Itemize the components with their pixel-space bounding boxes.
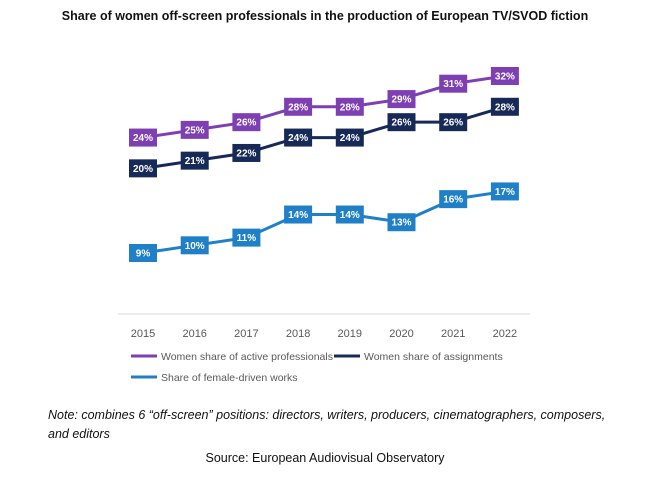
data-label: 24% [288, 133, 308, 144]
data-label: 10% [185, 241, 205, 252]
data-point-marker [129, 244, 157, 262]
data-point-label: 17% [490, 182, 519, 201]
data-label: 17% [495, 187, 515, 198]
x-tick-label: 2022 [493, 328, 517, 340]
data-label: 24% [133, 133, 153, 144]
x-tick-label: 2019 [338, 328, 362, 340]
x-tick-labels: 2015 2016 2017 2018 2019 2020 2021 2022 [131, 328, 517, 340]
data-point-label: 10% [180, 236, 209, 255]
data-point-label: 28% [490, 97, 519, 116]
data-point-marker [284, 97, 313, 116]
data-point-marker [387, 113, 416, 132]
data-point-label: 20% [129, 159, 157, 178]
data-point-label: 9% [129, 244, 157, 262]
legend-item: Women share of assignments [334, 351, 503, 363]
data-label: 25% [185, 125, 205, 136]
legend-label: Share of female-driven works [161, 372, 298, 384]
data-point-marker [335, 128, 364, 147]
data-point-label: 28% [335, 97, 364, 116]
legend: Women share of active professionals Women… [131, 351, 503, 384]
data-point-marker [232, 143, 261, 162]
data-point-label: 13% [387, 213, 416, 232]
data-point-label: 14% [335, 205, 364, 224]
x-tick-label: 2018 [286, 328, 310, 340]
data-point-label: 31% [439, 74, 468, 93]
x-tick-label: 2015 [131, 328, 155, 340]
data-point-marker [439, 74, 468, 93]
data-label: 26% [236, 118, 256, 129]
data-point-marker [180, 236, 209, 255]
data-point-label: 24% [129, 128, 157, 147]
data-point-marker [232, 228, 261, 247]
data-label: 28% [495, 102, 515, 113]
legend-label: Women share of active professionals [161, 351, 333, 363]
data-point-marker [335, 97, 364, 116]
data-point-marker [180, 151, 209, 170]
data-point-label: 26% [439, 113, 468, 132]
chart-title: Share of women off-screen professionals … [61, 9, 589, 23]
data-point-label: 26% [387, 113, 416, 132]
data-label: 28% [288, 102, 308, 113]
data-point-marker [490, 67, 519, 85]
data-point-label: 32% [490, 67, 519, 85]
data-point-marker [129, 128, 157, 147]
data-label: 14% [288, 210, 308, 221]
data-label: 11% [237, 233, 257, 244]
data-point-label: 11% [232, 228, 261, 247]
data-label: 9% [136, 249, 151, 260]
data-point-marker [490, 97, 519, 116]
data-label: 20% [133, 164, 153, 175]
data-label: 14% [340, 210, 360, 221]
x-tick-label: 2017 [234, 328, 258, 340]
data-point-marker [387, 90, 416, 109]
data-label: 26% [391, 118, 411, 129]
data-point-marker [439, 113, 468, 132]
data-point-marker [284, 205, 313, 224]
data-point-marker [284, 128, 313, 147]
data-point-label: 24% [284, 128, 313, 147]
x-tick-label: 2016 [182, 328, 206, 340]
data-label: 24% [340, 133, 360, 144]
data-point-marker [180, 120, 209, 139]
legend-item: Women share of active professionals [131, 351, 333, 363]
data-point-label: 16% [439, 190, 468, 209]
data-label: 31% [443, 79, 463, 90]
data-point-marker [387, 213, 416, 232]
legend-item: Share of female-driven works [131, 372, 298, 384]
data-point-label: 21% [180, 151, 209, 170]
data-label: 26% [443, 118, 463, 129]
data-point-label: 29% [387, 90, 416, 109]
data-label: 16% [443, 195, 463, 206]
data-point-marker [490, 182, 519, 201]
data-label: 29% [391, 95, 411, 106]
data-point-label: 14% [284, 205, 313, 224]
data-labels: 24% 25% 26% 28% 28% 29% 31% 32% 20% 21% 22% 24% 24% 2… [129, 67, 519, 262]
data-point-marker [439, 190, 468, 209]
source-text: Source: European Audiovisual Observatory [205, 451, 445, 465]
data-point-label: 25% [180, 120, 209, 139]
legend-label: Women share of assignments [364, 351, 503, 363]
data-point-label: 28% [284, 97, 313, 116]
data-label: 21% [185, 156, 205, 167]
data-label: 32% [495, 72, 515, 83]
x-tick-label: 2020 [389, 328, 413, 340]
data-label: 22% [236, 148, 256, 159]
data-label: 28% [340, 102, 360, 113]
x-tick-label: 2021 [441, 328, 465, 340]
chart-note: Note: combines 6 “off-screen” positions:… [48, 408, 606, 441]
data-point-marker [335, 205, 364, 224]
data-label: 13% [391, 218, 411, 229]
data-point-marker [129, 159, 157, 178]
line-chart: 24% 25% 26% 28% 28% 29% 31% 32% 20% 21% 22% 24% 24% 2… [118, 67, 530, 384]
data-point-label: 24% [335, 128, 364, 147]
data-point-label: 22% [232, 143, 261, 162]
data-point-marker [232, 113, 261, 132]
data-point-label: 26% [232, 113, 261, 132]
